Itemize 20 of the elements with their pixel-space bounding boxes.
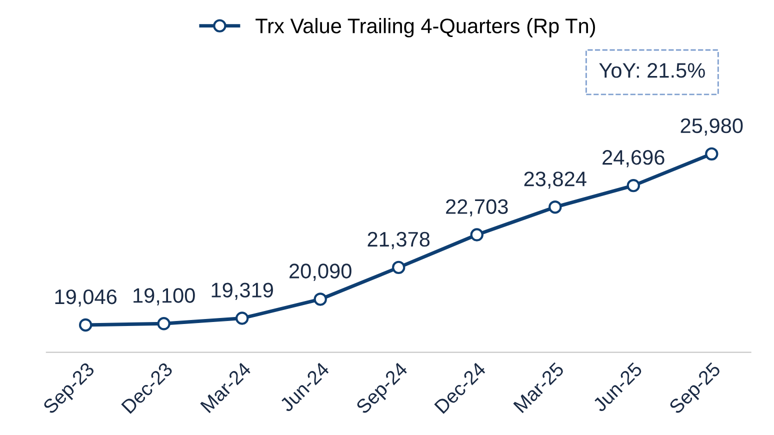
data-label: 25,980	[680, 118, 743, 136]
point	[470, 228, 484, 242]
point	[548, 200, 562, 214]
data-label: 24,696	[602, 150, 664, 168]
point	[157, 317, 170, 330]
data-label: 19,046	[55, 289, 117, 307]
text: YoY: 21.5%	[599, 63, 705, 78]
point	[235, 312, 249, 325]
data-label: 20,090	[290, 264, 352, 281]
data-label: 22,703	[446, 199, 508, 216]
point	[626, 178, 640, 192]
data-label: 19,319	[212, 282, 273, 300]
point	[78, 318, 92, 332]
legend-label: Trx Value Trailing 4-Quarters (Rp Tn)	[256, 18, 595, 38]
data-label: 21,378	[368, 232, 430, 250]
data-label: 23,824	[524, 172, 586, 189]
point	[314, 292, 327, 306]
data-label: 19,100	[134, 288, 195, 306]
point	[705, 147, 718, 161]
point	[392, 260, 406, 274]
